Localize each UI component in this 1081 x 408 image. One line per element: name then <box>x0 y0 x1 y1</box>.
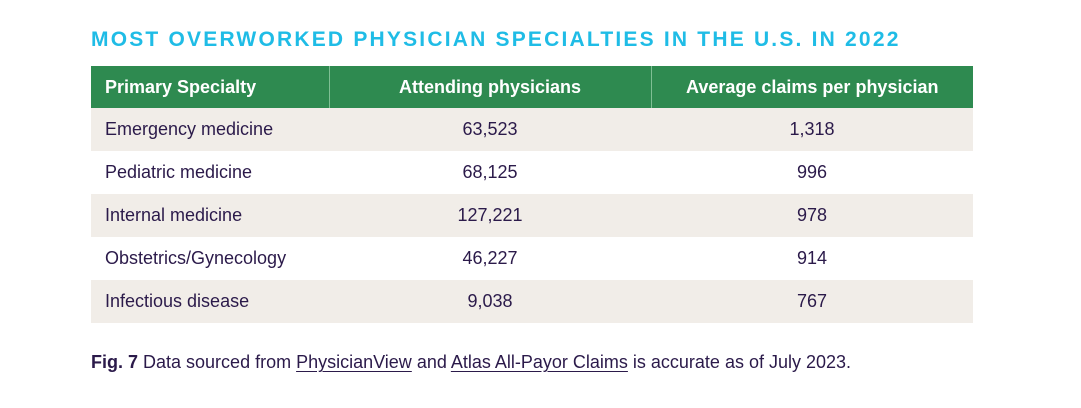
caption-text: and <box>411 352 451 372</box>
caption-text: is accurate as of July 2023. <box>627 352 852 372</box>
cell-attending: 46,227 <box>329 237 651 280</box>
table-row: Infectious disease 9,038 767 <box>91 280 973 323</box>
cell-specialty: Infectious disease <box>91 280 329 323</box>
cell-attending: 68,125 <box>329 151 651 194</box>
table-row: Internal medicine 127,221 978 <box>91 194 973 237</box>
header-average-claims: Average claims per physician <box>650 66 973 108</box>
cell-claims: 1,318 <box>651 108 973 151</box>
cell-specialty: Internal medicine <box>91 194 329 237</box>
table-title: MOST OVERWORKED PHYSICIAN SPECIALTIES IN… <box>91 28 901 51</box>
cell-claims: 914 <box>651 237 973 280</box>
atlas-claims-link[interactable]: Atlas All-Payor Claims <box>450 352 628 372</box>
figure-caption: Fig. 7 Data sourced from PhysicianView a… <box>91 352 851 373</box>
cell-attending: 63,523 <box>329 108 651 151</box>
cell-claims: 996 <box>651 151 973 194</box>
cell-claims: 978 <box>651 194 973 237</box>
header-primary-specialty: Primary Specialty <box>91 66 329 108</box>
cell-specialty: Emergency medicine <box>91 108 329 151</box>
cell-attending: 9,038 <box>329 280 651 323</box>
header-attending-physicians: Attending physicians <box>328 66 651 108</box>
table-row: Pediatric medicine 68,125 996 <box>91 151 973 194</box>
table-header-row: Primary Specialty Attending physicians A… <box>91 66 973 108</box>
table-row: Obstetrics/Gynecology 46,227 914 <box>91 237 973 280</box>
cell-specialty: Pediatric medicine <box>91 151 329 194</box>
specialties-table: Primary Specialty Attending physicians A… <box>91 66 973 323</box>
caption-text: Data sourced from <box>138 352 297 372</box>
physicianview-link[interactable]: PhysicianView <box>296 352 412 372</box>
table-row: Emergency medicine 63,523 1,318 <box>91 108 973 151</box>
figure-label: Fig. 7 <box>91 352 139 372</box>
cell-attending: 127,221 <box>329 194 651 237</box>
cell-claims: 767 <box>651 280 973 323</box>
cell-specialty: Obstetrics/Gynecology <box>91 237 329 280</box>
